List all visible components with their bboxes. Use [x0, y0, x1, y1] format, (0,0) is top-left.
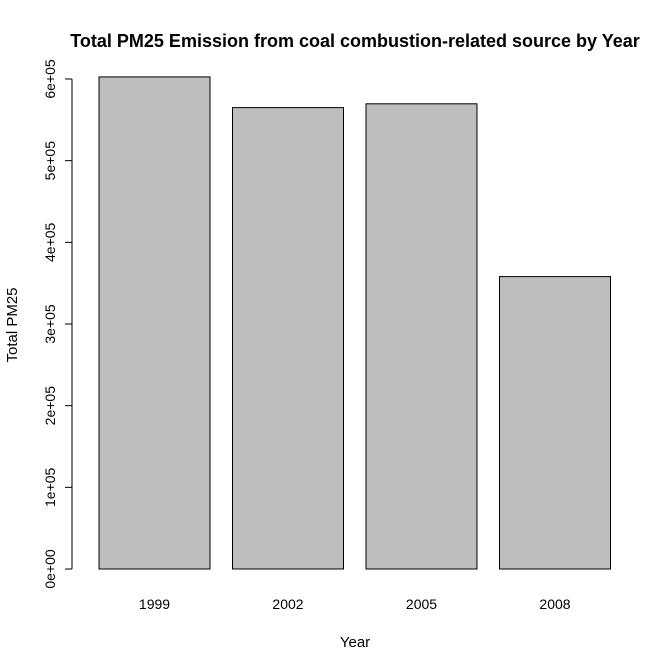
chart-title: Total PM25 Emission from coal combustion… [70, 31, 640, 51]
x-axis-label: Year [340, 634, 370, 651]
x-tick-label-1999: 1999 [139, 596, 170, 612]
bar-2005 [365, 103, 478, 570]
y-tick-label: 4e+05 [42, 222, 58, 262]
bars-group [98, 76, 611, 570]
bar-2008 [499, 276, 611, 570]
y-tick-label: 5e+05 [42, 141, 58, 181]
x-tick-label-2002: 2002 [272, 596, 303, 612]
bar-1999 [98, 76, 211, 570]
y-tick-label: 6e+05 [42, 59, 58, 99]
y-tick-label: 2e+05 [42, 386, 58, 426]
x-tick-label-2008: 2008 [539, 596, 570, 612]
y-tick-label: 3e+05 [42, 304, 58, 344]
y-axis: 0e+00 1e+05 2e+05 3e+05 4e+05 5e+05 6e+05 [42, 59, 73, 589]
y-tick-label: 1e+05 [42, 467, 58, 507]
x-tick-label-2005: 2005 [406, 596, 437, 612]
y-tick-label: 0e+00 [42, 549, 58, 589]
y-axis-label: Total PM25 [4, 287, 21, 362]
bar-2002 [232, 107, 344, 570]
x-tick-labels: 1999 2002 2005 2008 [139, 596, 571, 612]
